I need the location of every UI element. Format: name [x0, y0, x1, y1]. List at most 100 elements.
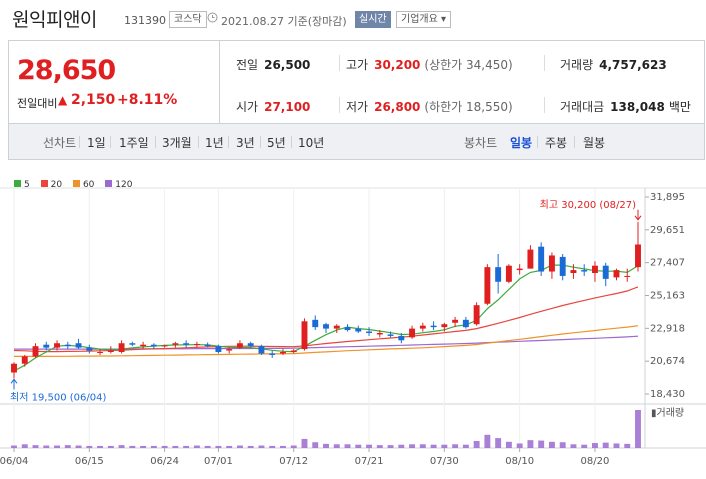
volume-bar [312, 442, 319, 448]
quote-date: 2021.08.27 기준(장마감) [221, 15, 347, 28]
candle-body [548, 255, 555, 272]
candlestick-chart-svg: 31,895 29,651 27,407 25,163 22,918 20,674 18,4… [0, 187, 706, 467]
volume-label: ▮거래량 [651, 407, 684, 419]
candle-body [301, 321, 308, 350]
trade-amount: 거래대금 138,048 백만 [560, 98, 691, 115]
current-price-box: 28,650 전일대비 ▲ 2,150 +8.11% [9, 41, 220, 123]
candle-body [32, 346, 39, 357]
current-price: 28,650 [17, 55, 116, 86]
volume-bar [280, 445, 286, 448]
x-tick-label: 06/24 [150, 456, 179, 467]
volume-bar [419, 444, 426, 448]
volume-bar [161, 445, 168, 448]
volume-bar [204, 445, 211, 448]
ma120-line [14, 335, 639, 350]
volume-bar [236, 445, 243, 448]
amount-value: 138,048 [610, 100, 665, 114]
legend-ma60-swatch [72, 180, 80, 187]
tab-10y[interactable]: 10년 [298, 136, 325, 150]
upper-limit: (상한가 34,450) [424, 58, 513, 72]
candle-body [376, 332, 383, 335]
tab-1y[interactable]: 1년 [205, 136, 224, 150]
volume-bar [559, 442, 566, 448]
y-tick-label: 20,674 [650, 356, 685, 367]
x-tick-label: 06/15 [75, 456, 104, 467]
candle-body [624, 275, 631, 277]
volume-bar [118, 445, 125, 448]
stock-chart[interactable]: 5 20 60 120 31,895 29,651 27,407 25,163 22,9… [0, 170, 706, 479]
ma20-line [13, 286, 639, 353]
volume-bar [538, 440, 545, 448]
candle-body [258, 346, 265, 354]
price-change-pct: +8.11% [117, 92, 178, 108]
stock-header: 원익피앤이 131390 코스닥 2021.08.27 기준(장마감) 실시간 … [0, 0, 706, 40]
x-tick-label: 08/20 [581, 456, 610, 467]
chart-legend: 5 20 60 120 [14, 180, 140, 190]
volume-label: 거래량 [560, 58, 594, 72]
realtime-button[interactable]: 실시간 [355, 11, 391, 28]
volume-bar [495, 438, 502, 448]
candle-body [613, 270, 620, 278]
tab-daily[interactable]: 일봉 [510, 136, 533, 150]
y-tick-label: 18,430 [650, 389, 685, 400]
volume-bar [516, 443, 523, 448]
low-value: 26,800 [374, 100, 421, 114]
open-label: 시가 [236, 100, 259, 114]
candle-body [602, 265, 609, 279]
legend-ma60: 60 [72, 180, 94, 190]
volume-bar [150, 445, 157, 448]
candle-body [11, 363, 17, 373]
candle-body [538, 246, 545, 272]
open-price: 시가 27,100 [236, 98, 310, 115]
volume-bar [376, 445, 383, 448]
volume-bar [570, 444, 577, 448]
legend-ma120-swatch [105, 180, 113, 187]
high-value: 30,200 [374, 58, 421, 72]
candle-body [527, 249, 534, 269]
candle-body [97, 352, 104, 354]
up-arrow-icon: ▲ [58, 93, 68, 107]
volume-bar [183, 445, 190, 448]
x-tick-label: 07/30 [430, 456, 459, 467]
tab-weekly[interactable]: 주봉 [545, 136, 568, 150]
x-tick-label: 07/12 [279, 456, 308, 467]
volume-bar [462, 444, 469, 448]
low-arrow-head [10, 378, 18, 384]
prev-close-label: 전일 [236, 58, 259, 72]
line-chart-label[interactable]: 선차트 [43, 136, 77, 150]
tab-3y[interactable]: 3년 [236, 136, 255, 150]
candle-body [462, 319, 469, 328]
volume-bar [344, 444, 351, 448]
candle-body [172, 343, 179, 345]
volume-bar [505, 441, 512, 448]
tab-5y[interactable]: 5년 [267, 136, 286, 150]
volume-bar [247, 445, 254, 448]
tab-3m[interactable]: 3개월 [162, 136, 192, 150]
legend-ma5: 5 [14, 180, 30, 190]
tab-1w[interactable]: 1주일 [119, 136, 149, 150]
company-info-dropdown[interactable]: 기업개요 ▾ [396, 11, 451, 28]
candle-body [484, 267, 491, 304]
high-price: 고가 30,200 (상한가 34,450) [346, 56, 513, 73]
x-tick-label: 07/01 [204, 456, 233, 467]
candle-body [86, 347, 93, 351]
volume-bar [21, 444, 28, 448]
tab-1d[interactable]: 1일 [87, 136, 106, 150]
tab-monthly[interactable]: 월봉 [583, 136, 606, 150]
candle-body [140, 344, 147, 347]
volume-bar [635, 410, 641, 448]
x-tick-label: 07/21 [355, 456, 384, 467]
volume-bar [441, 444, 448, 448]
volume-bar [355, 444, 362, 448]
candle-body [398, 335, 405, 341]
legend-ma5-swatch [14, 180, 21, 187]
change-label: 전일대비 [17, 97, 58, 110]
candle-body [54, 343, 60, 348]
volume-bar [43, 445, 50, 448]
candle-body [129, 343, 136, 345]
candle-body [387, 334, 394, 336]
y-tick-label: 27,407 [650, 258, 685, 269]
volume-bar [193, 445, 200, 448]
candle-body [559, 256, 566, 276]
volume-bar [258, 445, 265, 448]
